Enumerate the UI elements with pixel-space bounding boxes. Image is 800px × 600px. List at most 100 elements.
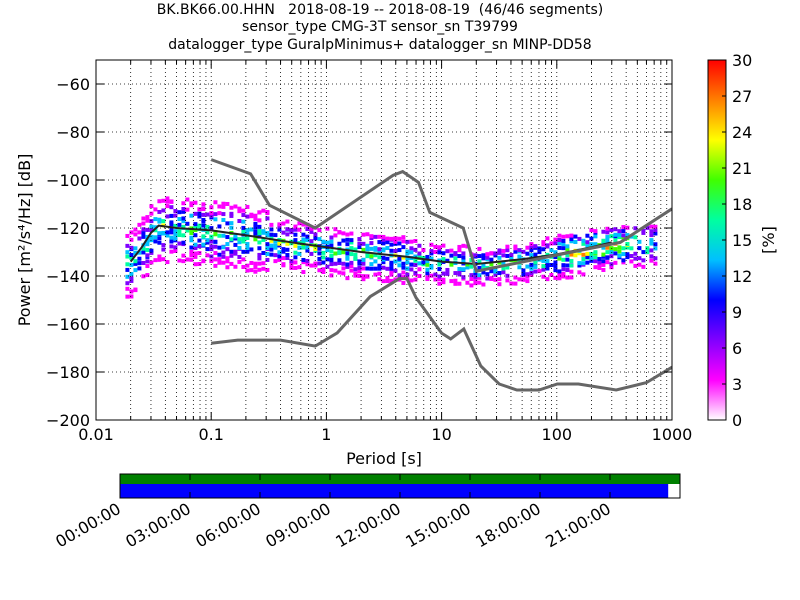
- heatmap-cell: [177, 241, 182, 246]
- heatmap-cell: [421, 247, 426, 252]
- heatmap-cell: [213, 217, 218, 222]
- heatmap-cell: [197, 238, 202, 243]
- heatmap-cell: [497, 255, 502, 260]
- heatmap-cell: [305, 248, 310, 253]
- heatmap-cell: [197, 251, 202, 256]
- heatmap-cell: [505, 253, 510, 258]
- heatmap-cell: [213, 257, 218, 262]
- heatmap-cell: [153, 239, 158, 244]
- heatmap-cell: [337, 261, 342, 266]
- coverage-time-label: 00:00:00: [52, 499, 124, 551]
- heatmap-cell: [177, 229, 182, 234]
- heatmap-cell: [461, 275, 466, 280]
- heatmap-cell: [477, 265, 482, 270]
- high-noise-model-line: [210, 158, 672, 273]
- heatmap-cell: [445, 249, 450, 254]
- heatmap-cell: [641, 250, 646, 255]
- heatmap-cell: [541, 242, 546, 247]
- heatmap-cell: [565, 244, 570, 249]
- heatmap-cell: [637, 262, 642, 267]
- heatmap-cell: [545, 236, 550, 241]
- heatmap-cell: [313, 232, 318, 237]
- heatmap-cell: [153, 225, 158, 230]
- heatmap-cell: [437, 262, 442, 267]
- heatmap-cell: [253, 229, 258, 234]
- heatmap-cell: [161, 208, 166, 213]
- y-tick-label: −80: [56, 123, 90, 142]
- heatmap-cell: [381, 265, 386, 270]
- heatmap-cell: [361, 247, 366, 252]
- heatmap-cell: [461, 255, 466, 260]
- heatmap-cell: [165, 230, 170, 235]
- heatmap-cell: [213, 212, 218, 217]
- heatmap-cell: [337, 258, 342, 263]
- heatmap-cell: [449, 253, 454, 258]
- heatmap-cell: [425, 267, 430, 272]
- heatmap-cell: [189, 230, 194, 235]
- heatmap-cell: [313, 247, 318, 252]
- heatmap-cell: [457, 270, 462, 275]
- heatmap-cell: [425, 275, 430, 280]
- heatmap-cell: [649, 254, 654, 259]
- heatmap-cell: [201, 218, 206, 223]
- heatmap-cell: [261, 237, 266, 242]
- heatmap-cell: [229, 253, 234, 258]
- heatmap-cell: [385, 266, 390, 271]
- coverage-time-label: 09:00:00: [262, 499, 334, 551]
- heatmap-cell: [377, 277, 382, 282]
- heatmap-cell: [505, 248, 510, 253]
- heatmap-cell: [169, 235, 174, 240]
- heatmap-cell: [197, 214, 202, 219]
- heatmap-cell: [613, 238, 618, 243]
- y-tick-label: −160: [46, 315, 90, 334]
- heatmap-cell: [205, 253, 210, 258]
- heatmap-cell: [585, 233, 590, 238]
- heatmap-cell: [525, 251, 530, 256]
- y-tick-label: −100: [46, 171, 90, 190]
- heatmap-cell: [293, 265, 298, 270]
- heatmap-cell: [353, 271, 358, 276]
- heatmap-cell: [545, 266, 550, 271]
- heatmap-cell: [265, 231, 270, 236]
- heatmap-cell: [293, 224, 298, 229]
- heatmap-cell: [389, 266, 394, 271]
- heatmap-cell: [213, 200, 218, 205]
- heatmap-cell: [269, 235, 274, 240]
- heatmap-cell: [269, 252, 274, 257]
- heatmap-cell: [609, 265, 614, 270]
- heatmap-cell: [617, 253, 622, 258]
- heatmap-cell: [445, 258, 450, 263]
- heatmap-cell: [457, 254, 462, 259]
- heatmap-cell: [465, 262, 470, 267]
- heatmap-cell: [605, 260, 610, 265]
- heatmap-cell: [557, 233, 562, 238]
- heatmap-cell: [221, 217, 226, 222]
- heatmap-cell: [225, 201, 230, 206]
- heatmap-cell: [649, 233, 654, 238]
- heatmap-cell: [609, 228, 614, 233]
- heatmap-cell: [337, 241, 342, 246]
- heatmap-cell: [401, 265, 406, 270]
- heatmap-cell: [289, 259, 294, 264]
- heatmap-cell: [561, 267, 566, 272]
- heatmap-cell: [333, 227, 338, 232]
- heatmap-cell: [317, 228, 322, 233]
- heatmap-cell: [125, 286, 130, 291]
- heatmap-cell: [377, 263, 382, 268]
- heatmap-cell: [481, 253, 486, 258]
- heatmap-cell: [177, 210, 182, 215]
- heatmap-cell: [413, 254, 418, 259]
- heatmap-cell: [201, 202, 206, 207]
- heatmap-cell: [233, 242, 238, 247]
- heatmap-cell: [325, 240, 330, 245]
- heatmap-cell: [569, 259, 574, 264]
- heatmap-cell: [257, 218, 262, 223]
- heatmap-cell: [197, 207, 202, 212]
- heatmap-cell: [601, 267, 606, 272]
- heatmap-cell: [565, 247, 570, 252]
- heatmap-cell: [637, 256, 642, 261]
- heatmap-cell: [133, 227, 138, 232]
- heatmap-cell: [473, 281, 478, 286]
- heatmap-cell: [233, 204, 238, 209]
